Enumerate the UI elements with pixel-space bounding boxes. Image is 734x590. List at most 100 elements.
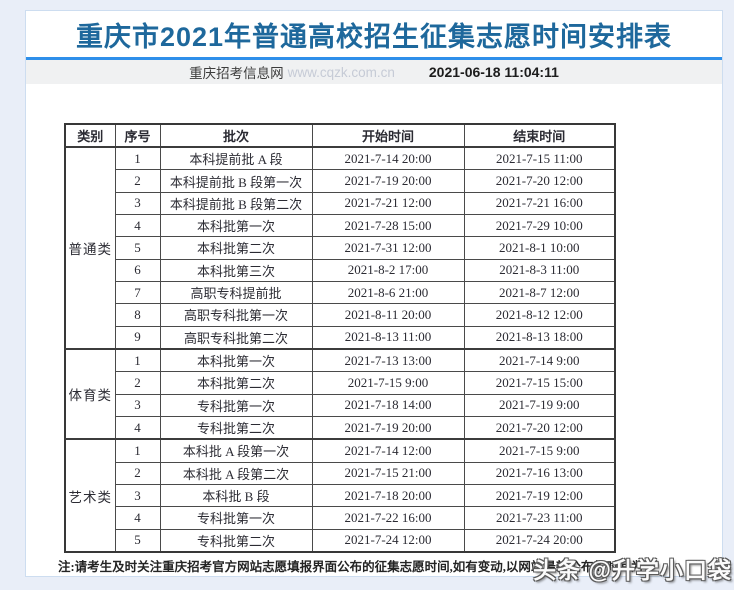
toutiao-watermark: 头条 @升学小口袋: [533, 557, 732, 583]
end-time-cell: 2021-7-15 9:00: [463, 438, 616, 463]
schedule-table-body: 普通类 1 本科提前批 A 段 2021-7-14 20:00 2021-7-15 11…: [64, 146, 616, 553]
batch-cell: 高职专科批第一次: [159, 303, 313, 327]
table-row: 3 专科批第一次 2021-7-18 14:00 2021-7-19 9:00: [65, 393, 616, 417]
start-time-cell: 2021-8-2 17:00: [311, 258, 465, 282]
start-time-cell: 2021-7-24 12:00: [311, 528, 465, 553]
header-start-time: 开始时间: [311, 123, 465, 148]
table-row: 普通类 1 本科提前批 A 段 2021-7-14 20:00 2021-7-15 11…: [64, 146, 616, 350]
batch-cell: 本科提前批 B 段第一次: [159, 169, 313, 193]
end-time-cell: 2021-7-20 12:00: [463, 169, 616, 193]
row-number-cell: 1: [114, 146, 161, 171]
batch-cell: 本科批第一次: [159, 347, 313, 373]
schedule-table: 类别 序号 批次 开始时间 结束时间 普通类 1 本科提前批 A 段 2021-7-1…: [64, 123, 616, 553]
footer-note: 注:请考生及时关注重庆招考官方网站志愿填报界面公布的征集志愿时间,如有变动,以网…: [58, 560, 644, 574]
start-time-cell: 2021-7-22 16:00: [311, 506, 465, 530]
batch-cell: 本科批第二次: [159, 371, 313, 395]
table-row: 3 本科提前批 B 段第二次 2021-7-21 12:00 2021-7-21 16…: [65, 191, 616, 215]
start-time-cell: 2021-8-6 21:00: [311, 280, 465, 305]
row-number-cell: 3: [114, 191, 161, 215]
row-number-cell: 9: [114, 325, 161, 350]
batch-cell: 本科批第三次: [159, 258, 313, 282]
end-time-cell: 2021-7-19 9:00: [463, 393, 616, 417]
start-time-cell: 2021-7-14 20:00: [311, 146, 465, 171]
table-row: 体育类 1 本科批第一次 2021-7-13 13:00 2021-7-14 9:00: [64, 347, 616, 440]
table-row: 7 高职专科提前批 2021-8-6 21:00 2021-8-7 12:00: [65, 280, 616, 305]
table-row: 4 专科批第一次 2021-7-22 16:00 2021-7-23 11:00: [65, 506, 616, 530]
end-time-cell: 2021-7-14 9:00: [463, 347, 616, 373]
category-cell: 艺术类: [64, 438, 116, 553]
end-time-cell: 2021-7-16 13:00: [463, 461, 616, 485]
category-cell: 体育类: [64, 347, 116, 440]
end-time-cell: 2021-7-20 12:00: [463, 415, 616, 440]
end-time-cell: 2021-7-19 12:00: [463, 483, 616, 508]
table-row: 艺术类 1 本科批 A 段第一次 2021-7-14 12:00 2021-7-15 9…: [64, 438, 616, 553]
source-site-name: 重庆招考信息网: [189, 66, 284, 81]
header-category: 类别: [64, 123, 116, 148]
row-number-cell: 1: [114, 347, 161, 373]
end-time-cell: 2021-8-12 12:00: [463, 303, 616, 327]
start-time-cell: 2021-7-15 9:00: [311, 371, 465, 395]
table-row: 2 本科批第二次 2021-7-15 9:00 2021-7-15 15:00: [65, 371, 616, 395]
header-end-time: 结束时间: [463, 123, 616, 148]
row-number-cell: 4: [114, 213, 161, 238]
end-time-cell: 2021-8-13 18:00: [463, 325, 616, 350]
table-row: 5 本科批第二次 2021-7-31 12:00 2021-8-1 10:00: [65, 236, 616, 260]
row-number-cell: 4: [114, 506, 161, 530]
start-time-cell: 2021-7-28 15:00: [311, 213, 465, 238]
table-header-row: 类别 序号 批次 开始时间 结束时间: [64, 123, 616, 148]
batch-cell: 专科批第二次: [159, 528, 313, 553]
end-time-cell: 2021-7-21 16:00: [463, 191, 616, 215]
batch-cell: 本科批 B 段: [159, 483, 313, 508]
header-number: 序号: [114, 123, 161, 148]
row-number-cell: 5: [114, 528, 161, 553]
row-number-cell: 3: [114, 483, 161, 508]
start-time-cell: 2021-7-21 12:00: [311, 191, 465, 215]
row-number-cell: 5: [114, 236, 161, 260]
batch-cell: 本科批第二次: [159, 236, 313, 260]
end-time-cell: 2021-8-7 12:00: [463, 280, 616, 305]
batch-cell: 本科批 A 段第一次: [159, 438, 313, 463]
row-number-cell: 3: [114, 393, 161, 417]
start-time-cell: 2021-7-14 12:00: [311, 438, 465, 463]
row-number-cell: 4: [114, 415, 161, 440]
row-number-cell: 2: [114, 461, 161, 485]
end-time-cell: 2021-7-15 11:00: [463, 146, 616, 171]
batch-cell: 高职专科批第二次: [159, 325, 313, 350]
table-row: 4 本科批第一次 2021-7-28 15:00 2021-7-29 10:00: [65, 213, 616, 238]
batch-cell: 专科批第一次: [159, 393, 313, 417]
batch-cell: 专科批第一次: [159, 506, 313, 530]
end-time-cell: 2021-7-23 11:00: [463, 506, 616, 530]
end-time-cell: 2021-8-3 11:00: [463, 258, 616, 282]
start-time-cell: 2021-7-13 13:00: [311, 347, 465, 373]
end-time-cell: 2021-7-29 10:00: [463, 213, 616, 238]
start-time-cell: 2021-7-31 12:00: [311, 236, 465, 260]
start-time-cell: 2021-7-19 20:00: [311, 415, 465, 440]
table-row: 4 专科批第二次 2021-7-19 20:00 2021-7-20 12:00: [65, 415, 616, 440]
start-time-cell: 2021-8-11 20:00: [311, 303, 465, 327]
end-time-cell: 2021-7-15 15:00: [463, 371, 616, 395]
batch-cell: 本科批 A 段第二次: [159, 461, 313, 485]
row-number-cell: 6: [114, 258, 161, 282]
start-time-cell: 2021-7-18 20:00: [311, 483, 465, 508]
batch-cell: 本科提前批 A 段: [159, 146, 313, 171]
table-row: 3 本科批 B 段 2021-7-18 20:00 2021-7-19 12:00: [65, 483, 616, 508]
start-time-cell: 2021-7-19 20:00: [311, 169, 465, 193]
row-number-cell: 2: [114, 371, 161, 395]
table-row: 2 本科提前批 B 段第一次 2021-7-19 20:00 2021-7-20 12…: [65, 169, 616, 193]
start-time-cell: 2021-7-18 14:00: [311, 393, 465, 417]
batch-cell: 本科提前批 B 段第二次: [159, 191, 313, 215]
row-number-cell: 8: [114, 303, 161, 327]
category-cell: 普通类: [64, 146, 116, 350]
content-panel: 重庆市2021年普通高校招生征集志愿时间安排表 重庆招考信息网 www.cqzk…: [25, 10, 723, 577]
row-number-cell: 1: [114, 438, 161, 463]
source-bar: 重庆招考信息网 www.cqzk.com.cn 2021-06-18 11:04…: [26, 60, 722, 84]
blue-divider: [26, 57, 722, 60]
page-title: 重庆市2021年普通高校招生征集志愿时间安排表: [75, 21, 673, 52]
row-number-cell: 2: [114, 169, 161, 193]
start-time-cell: 2021-7-15 21:00: [311, 461, 465, 485]
source-datetime: 2021-06-18 11:04:11: [428, 64, 559, 80]
source-site-url: www.cqzk.com.cn: [287, 64, 395, 80]
batch-cell: 专科批第二次: [159, 415, 313, 440]
end-time-cell: 2021-8-1 10:00: [463, 236, 616, 260]
table-row: 9 高职专科批第二次 2021-8-13 11:00 2021-8-13 18:00: [65, 325, 616, 350]
